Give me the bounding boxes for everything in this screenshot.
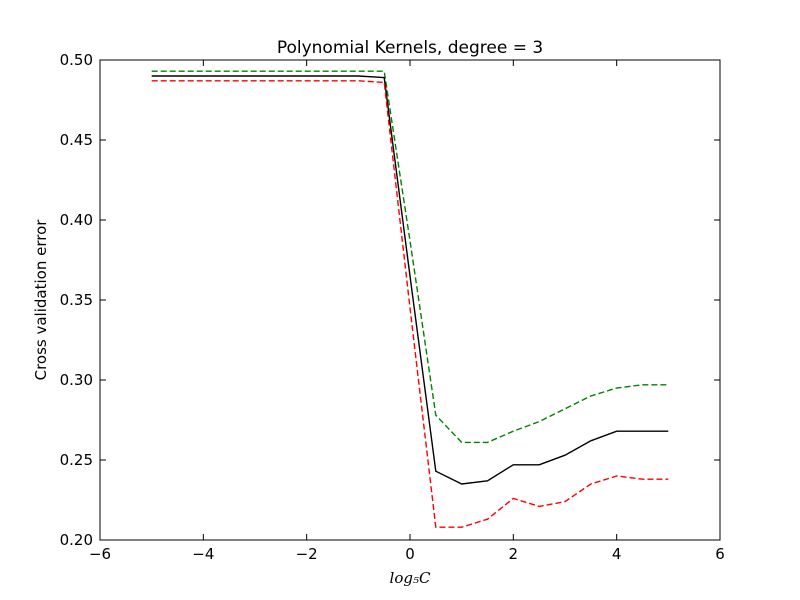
x-tick-label: 0 — [405, 545, 415, 563]
y-tick-label: 0.50 — [60, 51, 93, 69]
x-tick-label: 4 — [612, 545, 622, 563]
y-tick-label: 0.35 — [60, 291, 93, 309]
tick-layer: −6 −4 −2 0 2 4 6 0.20 0.25 0.30 0.35 0.40 0.45 0.50 — [60, 51, 725, 563]
x-tick-label: 2 — [509, 545, 519, 563]
series-line-1 — [151, 70, 669, 444]
y-tick-label: 0.40 — [60, 211, 93, 229]
y-tick-label: 0.45 — [60, 131, 93, 149]
series-layer — [151, 70, 669, 528]
chart-title: Polynomial Kernels, degree = 3 — [277, 38, 543, 58]
x-axis-label: log₅C — [390, 569, 431, 587]
x-tick-label: −4 — [192, 545, 214, 563]
series-line-3 — [151, 80, 669, 528]
y-axis-label: Cross validation error — [32, 219, 50, 381]
y-tick-label: 0.20 — [60, 531, 93, 549]
series-line-2 — [151, 75, 669, 485]
y-tick-label: 0.30 — [60, 371, 93, 389]
y-tick-label: 0.25 — [60, 451, 93, 469]
plot-frame — [99, 59, 721, 541]
x-tick-label: −6 — [89, 545, 111, 563]
x-tick-label: −2 — [296, 545, 318, 563]
x-tick-label: 6 — [715, 545, 725, 563]
